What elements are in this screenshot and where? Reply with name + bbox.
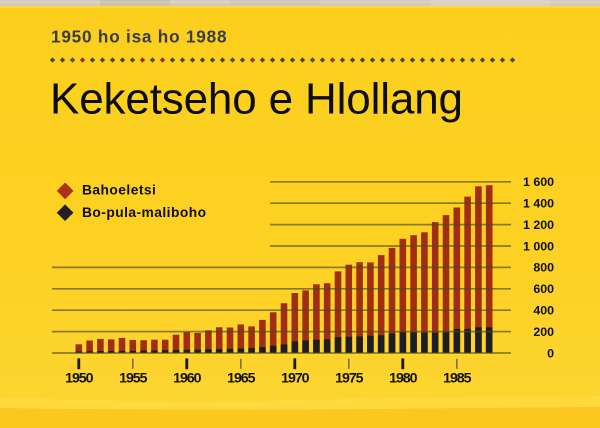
- svg-text:1980: 1980: [389, 371, 418, 387]
- svg-text:1985: 1985: [443, 371, 472, 387]
- svg-text:600: 600: [533, 282, 554, 296]
- svg-text:1 200: 1 200: [523, 218, 554, 232]
- svg-text:Keketseho e Hlollang: Keketseho e Hlollang: [50, 75, 463, 124]
- svg-text:1975: 1975: [335, 371, 364, 387]
- svg-text:1960: 1960: [173, 371, 202, 387]
- svg-text:1 600: 1 600: [523, 175, 554, 189]
- svg-text:1 000: 1 000: [523, 239, 554, 253]
- svg-text:1 400: 1 400: [523, 197, 554, 211]
- svg-text:1955: 1955: [119, 371, 148, 387]
- svg-text:Bahoeletsi: Bahoeletsi: [82, 183, 156, 198]
- svg-text:400: 400: [533, 304, 554, 318]
- svg-text:1965: 1965: [227, 371, 256, 387]
- svg-text:0: 0: [547, 346, 554, 360]
- svg-text:1970: 1970: [281, 371, 310, 387]
- svg-text:200: 200: [533, 325, 554, 339]
- svg-text:1950 ho isa ho 1988: 1950 ho isa ho 1988: [51, 26, 227, 46]
- svg-text:Bo-pula-maliboho: Bo-pula-maliboho: [82, 205, 206, 220]
- svg-text:800: 800: [533, 261, 554, 275]
- svg-text:1950: 1950: [65, 371, 94, 387]
